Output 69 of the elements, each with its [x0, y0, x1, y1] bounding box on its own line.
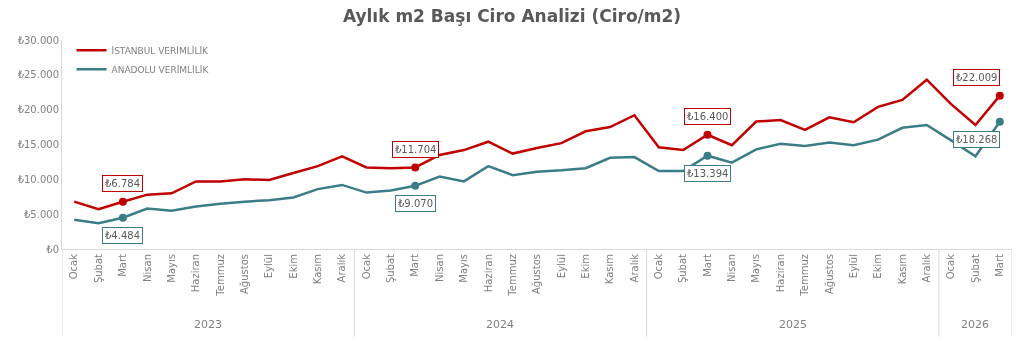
x-tick-label: Haziran: [482, 254, 494, 293]
point: [411, 181, 420, 190]
point: [703, 130, 712, 139]
x-tick-label: Mart: [701, 253, 713, 277]
point: [118, 197, 127, 206]
chart-title: Aylık m2 Başı Ciro Analizi (Ciro/m2): [342, 6, 682, 27]
x-tick-label: Temmuz: [214, 254, 226, 297]
data-label: ₺13.394: [687, 168, 729, 179]
x-tick-label: Nisan: [726, 254, 738, 282]
text: 2023: [194, 318, 222, 331]
x-tick-label: Haziran: [774, 254, 786, 293]
x-tick-label: Şubat: [677, 253, 689, 284]
data-label: ₺11.704: [395, 144, 437, 155]
x-tick-label: Mayıs: [750, 254, 762, 283]
text: 2025: [779, 318, 807, 331]
x-tick-label: Mart: [409, 253, 421, 277]
data-label: ₺16.400: [687, 111, 729, 122]
y-tick-label: ₺30.000: [17, 34, 59, 46]
x-tick-label: Eylül: [555, 254, 567, 279]
x-tick-label: Ağustos: [531, 254, 543, 294]
x-tick-label: Ocak: [68, 253, 80, 280]
data-label: ₺9.070: [398, 198, 433, 209]
x-tick-label: Nisan: [433, 254, 445, 282]
x-tick-label: Mayıs: [458, 254, 470, 283]
x-tick-label: Kasım: [604, 254, 616, 285]
data-label: ₺4.484: [105, 230, 140, 241]
x-tick-label: Şubat: [969, 253, 981, 284]
legend-label: İSTANBUL VERİMLİLİK: [111, 45, 210, 56]
x-tick-label: Temmuz: [506, 254, 518, 297]
x-tick-label: Ekim: [579, 254, 591, 279]
x-tick-label: Ağustos: [238, 254, 250, 294]
x-tick-label: Temmuz: [799, 254, 811, 297]
x-tick-label: Eylül: [263, 254, 275, 279]
x-tick-label: Aralık: [920, 253, 932, 283]
x-tick-label: Mart: [994, 253, 1006, 277]
x-tick-label: Ocak: [360, 253, 372, 280]
data-label: ₺18.268: [956, 134, 998, 145]
x-tick-label: Ağustos: [823, 254, 835, 294]
x-tick-label: Haziran: [190, 254, 202, 293]
x-tick-label: Ocak: [945, 253, 957, 280]
x-tick-label: Eylül: [847, 254, 859, 279]
x-tick-label: Ekim: [287, 254, 299, 279]
x-tick-label: Şubat: [385, 253, 397, 284]
x-tick-label: Mayıs: [165, 254, 177, 283]
x-tick-label: Mart: [117, 253, 129, 277]
x-tick-label: Kasım: [896, 254, 908, 285]
point: [411, 163, 420, 172]
y-tick-label: ₺0: [46, 243, 59, 255]
legend-label: ANADOLU VERİMLİLİK: [111, 64, 210, 75]
x-tick-label: Kasım: [312, 254, 324, 285]
x-tick-label: Ekim: [872, 254, 884, 279]
y-tick-label: ₺15.000: [17, 139, 59, 150]
y-tick-label: ₺5.000: [24, 208, 59, 220]
point: [995, 117, 1004, 126]
y-tick-label: ₺10.000: [17, 173, 59, 185]
text: 2024: [486, 318, 514, 331]
x-tick-label: Nisan: [141, 254, 153, 282]
x-tick-label: Aralık: [336, 253, 348, 283]
x-tick-label: Aralık: [628, 253, 640, 283]
x-tick-label: Ocak: [653, 253, 665, 280]
point: [118, 213, 127, 222]
y-tick-label: ₺20.000: [17, 104, 59, 116]
point: [995, 91, 1004, 100]
point: [703, 151, 712, 160]
text: 2026: [961, 318, 989, 331]
y-tick-label: ₺25.000: [17, 69, 59, 81]
data-label: ₺22.009: [956, 72, 998, 83]
x-tick-label: Şubat: [92, 253, 104, 284]
data-label: ₺6.784: [105, 178, 140, 189]
